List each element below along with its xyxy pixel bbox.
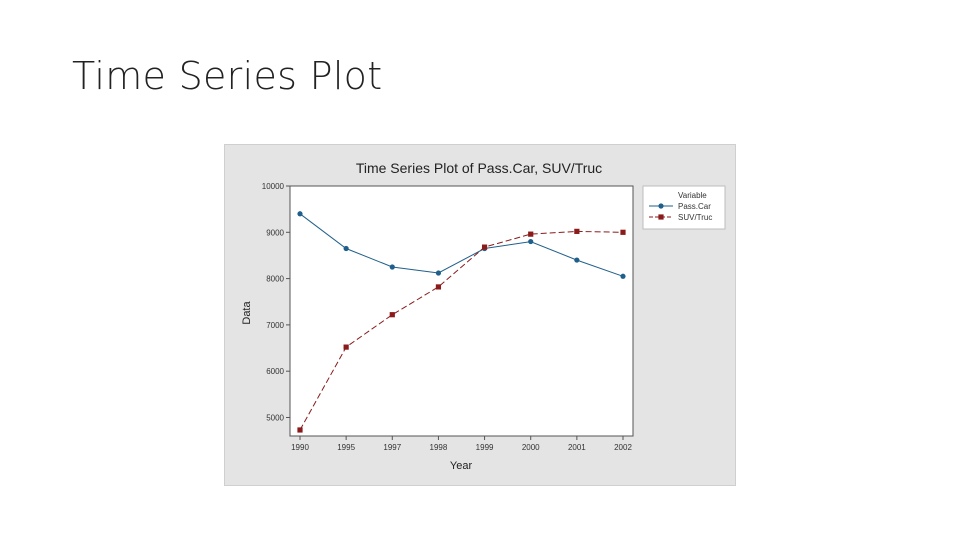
x-axis: 1990 1995 1997 1998 1999 2000 2001 2002 [291, 436, 632, 452]
y-tick-label: 8000 [266, 275, 284, 284]
data-point [620, 273, 626, 279]
x-tick-label: 2000 [522, 443, 540, 452]
legend-label: SUV/Truc [678, 213, 712, 222]
x-tick-label: 1999 [476, 443, 494, 452]
series-line-suv-truc [299, 230, 624, 431]
legend-marker [658, 203, 664, 209]
data-point [481, 244, 488, 250]
legend-label: Pass.Car [678, 202, 711, 211]
legend: Variable Pass.Car SUV/Truc [642, 185, 726, 230]
data-point [574, 257, 580, 263]
data-point [389, 264, 395, 270]
y-axis: 5000 6000 7000 8000 9000 10000 [262, 182, 290, 422]
x-tick-label: 1997 [383, 443, 401, 452]
data-point [343, 245, 349, 252]
legend-box [642, 185, 726, 230]
slide-title: Time Series Plot [72, 54, 383, 98]
data-point [528, 231, 534, 237]
x-tick-label: 2001 [568, 443, 586, 452]
data-point [435, 284, 442, 290]
data-point [297, 427, 303, 433]
legend-items: Pass.Car SUV/Truc [649, 202, 712, 222]
y-tick-label: 10000 [262, 182, 285, 191]
chart-title: Time Series Plot of Pass.Car, SUV/Truc [356, 160, 602, 176]
x-tick-label: 1995 [337, 443, 355, 452]
data-point [389, 312, 395, 318]
series-lines [299, 213, 624, 431]
data-point [343, 344, 349, 350]
x-tick-label: 1990 [291, 443, 309, 452]
y-tick-label: 9000 [266, 228, 284, 237]
data-point [574, 228, 580, 234]
time-series-chart: Time Series Plot of Pass.Car, SUV/Truc 5… [241, 160, 726, 472]
y-tick-label: 5000 [266, 413, 284, 422]
legend-title: Variable [678, 191, 707, 200]
x-axis-label: Year [450, 460, 473, 472]
x-tick-label: 1998 [430, 443, 448, 452]
series-markers [297, 211, 626, 433]
y-tick-label: 7000 [266, 321, 284, 330]
data-point [528, 238, 534, 245]
y-tick-label: 6000 [266, 367, 284, 376]
data-point [620, 229, 626, 235]
y-axis-label: Data [241, 301, 253, 325]
x-tick-label: 2002 [614, 443, 632, 452]
legend-marker [658, 214, 664, 220]
plot-area [289, 185, 634, 437]
chart-frame: Time Series Plot of Pass.Car, SUV/Truc 5… [224, 144, 736, 486]
data-point [297, 211, 303, 217]
series-line-pass-car [299, 213, 624, 277]
data-point [435, 270, 442, 276]
